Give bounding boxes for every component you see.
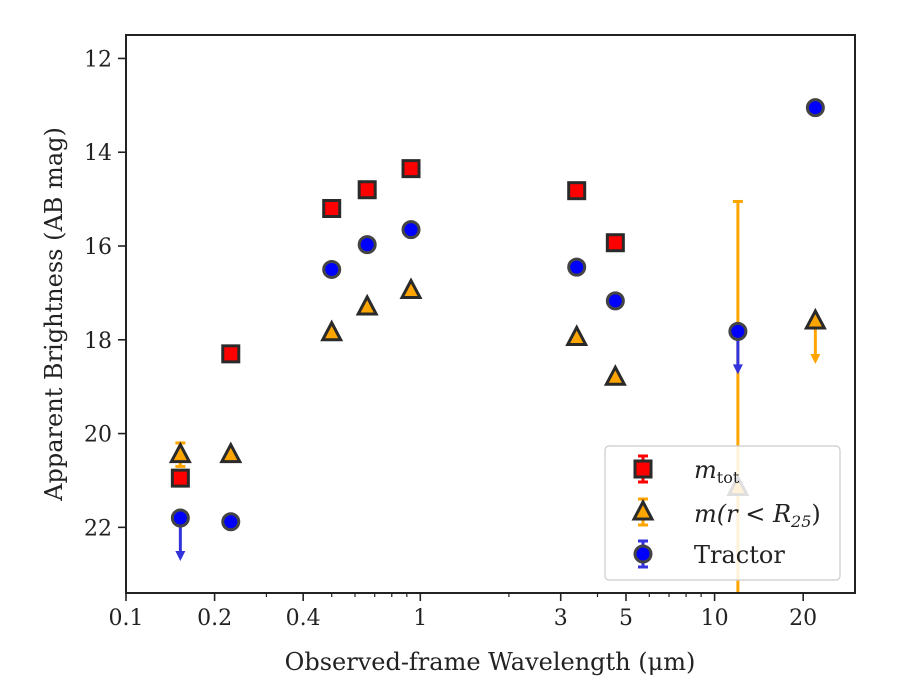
data-point-square xyxy=(605,233,625,253)
upper-limit-arrowhead xyxy=(810,354,821,365)
y-axis-label: Apparent Brightness (AB mag) xyxy=(40,127,68,502)
y-tick-label: 20 xyxy=(84,423,112,448)
x-axis: 0.1 0.2 0.4 1 3 5 10 20 xyxy=(109,593,817,631)
upper-limit-arrowhead xyxy=(175,550,186,561)
y-axis: 12 14 16 18 20 22 xyxy=(84,47,126,541)
legend-marker-0 xyxy=(633,459,653,479)
legend-marker-2 xyxy=(633,544,653,564)
plot-frame xyxy=(125,34,856,594)
x-tick-label: 1 xyxy=(413,606,427,631)
x-tick-label: 3 xyxy=(554,606,568,631)
data-point-circle xyxy=(170,508,190,528)
upper-limit-arrowhead xyxy=(732,364,743,375)
data-point-circle xyxy=(357,235,377,255)
data-point-square xyxy=(357,180,377,200)
data-point-circle xyxy=(221,512,241,532)
data-point-triangle xyxy=(219,441,243,464)
legend: mtot m(r < R25) Tractor xyxy=(604,445,841,581)
data-point-square xyxy=(221,344,241,364)
data-point-circle xyxy=(805,98,825,118)
data-point-circle xyxy=(605,291,625,311)
data-point-triangle xyxy=(565,324,589,346)
y-tick-label: 14 xyxy=(84,141,112,166)
plot-area xyxy=(168,98,827,593)
data-point-triangle xyxy=(603,364,627,386)
data-point-triangle xyxy=(320,319,344,342)
data-point-triangle xyxy=(355,293,379,316)
x-tick-label: 0.2 xyxy=(197,606,232,631)
data-point-square xyxy=(567,181,587,201)
legend-marker-1 xyxy=(631,498,655,521)
data-point-square xyxy=(170,468,190,488)
x-axis-label: Observed-frame Wavelength (μm) xyxy=(285,648,696,676)
x-tick-label: 0.1 xyxy=(109,606,144,631)
data-point-triangle xyxy=(399,277,423,300)
data-point-circle xyxy=(567,257,587,277)
data-point-triangle xyxy=(803,307,827,330)
x-tick-label: 5 xyxy=(619,606,633,631)
y-tick-label: 16 xyxy=(84,235,112,260)
legend-entry-tractor: Tractor xyxy=(694,541,785,569)
x-tick-label: 10 xyxy=(701,606,729,631)
legend-entry-m-r25: m(r < R25) xyxy=(694,500,821,531)
legend-entry-mtot: mtot xyxy=(694,456,740,487)
legend-box xyxy=(604,445,841,581)
y-tick-label: 22 xyxy=(84,516,112,541)
y-tick-label: 12 xyxy=(84,47,112,72)
data-point-circle xyxy=(322,259,342,279)
data-point-circle xyxy=(728,321,748,341)
data-point-circle xyxy=(401,220,421,240)
x-tick-label: 0.4 xyxy=(286,606,321,631)
series-0 xyxy=(170,159,625,488)
y-tick-label: 18 xyxy=(84,329,112,354)
data-point-triangle xyxy=(168,441,192,464)
data-point-square xyxy=(322,198,342,218)
series-2 xyxy=(170,98,825,561)
x-tick-label: 20 xyxy=(789,606,817,631)
data-point-square xyxy=(401,159,421,179)
